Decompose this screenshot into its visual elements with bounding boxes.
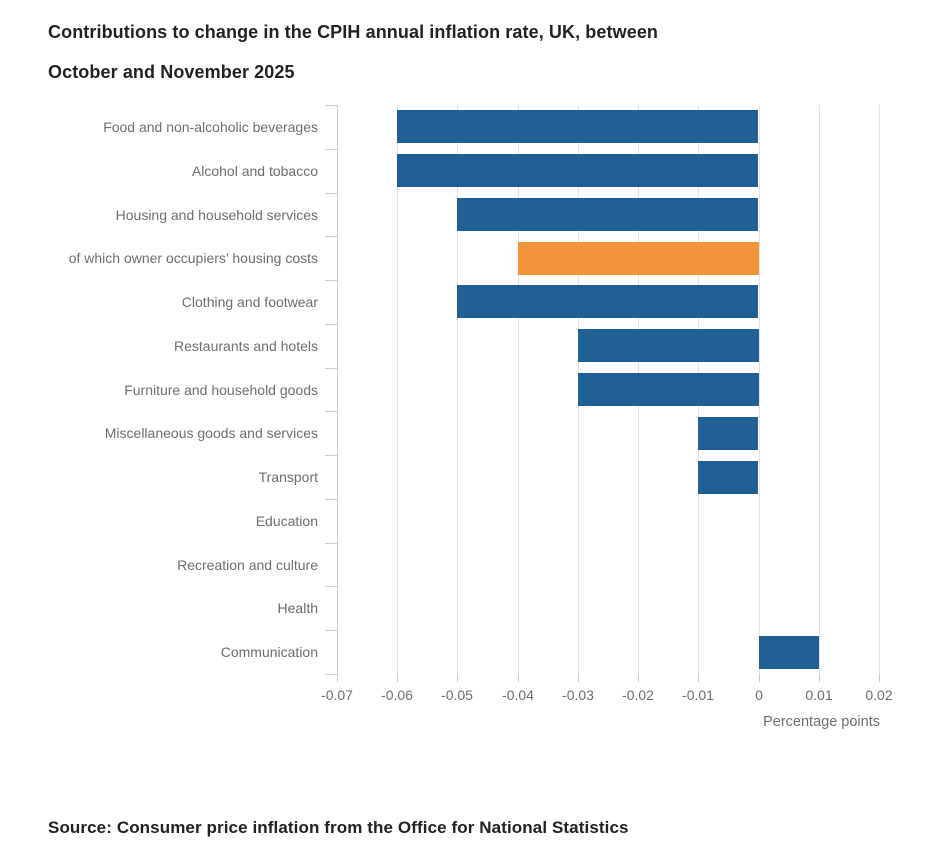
gridline: [397, 105, 398, 674]
x-axis-tick: [698, 674, 699, 682]
x-tick-label: -0.06: [381, 687, 413, 703]
category-label: Communication: [220, 644, 318, 660]
y-axis-tick: [325, 674, 337, 675]
plot-area: [337, 105, 900, 674]
y-axis-tick: [325, 411, 337, 412]
x-axis-label: Percentage points: [763, 714, 880, 730]
y-axis-tick: [325, 193, 337, 194]
x-tick-label: -0.02: [622, 687, 654, 703]
y-axis-tick: [325, 586, 337, 587]
category-label: of which owner occupiers’ housing costs: [68, 250, 318, 266]
y-axis-tick: [325, 543, 337, 544]
category-label: Restaurants and hotels: [174, 338, 318, 354]
y-axis-tick: [325, 236, 337, 237]
x-axis-tick: [759, 674, 760, 682]
category-label: Furniture and household goods: [124, 382, 318, 398]
gridline: [457, 105, 458, 674]
gridline: [879, 105, 880, 674]
x-tick-label: -0.01: [682, 687, 714, 703]
category-label: Transport: [258, 469, 318, 485]
chart-title-line-2: October and November 2025: [48, 62, 295, 82]
category-label: Clothing and footwear: [181, 294, 318, 310]
y-axis-line: [337, 105, 338, 674]
y-axis-tick: [325, 280, 337, 281]
bar: [397, 110, 758, 143]
y-axis-tick: [325, 105, 337, 106]
chart-title: Contributions to change in the CPIH annu…: [48, 12, 828, 92]
bar: [578, 373, 759, 406]
category-label: Recreation and culture: [177, 557, 318, 573]
bar: [698, 417, 758, 450]
gridline: [518, 105, 519, 674]
x-axis-tick: [879, 674, 880, 682]
x-axis-tick: [337, 674, 338, 682]
gridline: [819, 105, 820, 674]
x-tick-label: 0.02: [865, 687, 893, 703]
y-axis-tick: [325, 630, 337, 631]
category-label: Food and non-alcoholic beverages: [103, 119, 318, 135]
bar: [518, 242, 759, 275]
x-axis-tick: [819, 674, 820, 682]
x-axis-tick: [578, 674, 579, 682]
y-axis-tick: [325, 149, 337, 150]
x-tick-label: -0.05: [441, 687, 473, 703]
bar: [578, 329, 759, 362]
x-tick-label: 0: [755, 687, 763, 703]
y-axis-tick: [325, 455, 337, 456]
x-tick-label: -0.04: [502, 687, 534, 703]
x-tick-label: -0.07: [321, 687, 353, 703]
x-tick-label: 0.01: [805, 687, 833, 703]
x-axis-tick: [397, 674, 398, 682]
source-note: Source: Consumer price inflation from th…: [48, 818, 629, 837]
x-axis-tick: [457, 674, 458, 682]
bar: [457, 285, 758, 318]
category-label: Housing and household services: [115, 207, 318, 223]
bar: [397, 154, 758, 187]
category-label: Health: [277, 600, 318, 616]
bar: [698, 461, 758, 494]
y-axis-tick: [325, 324, 337, 325]
x-tick-label: -0.03: [562, 687, 594, 703]
x-axis-tick: [518, 674, 519, 682]
x-axis-tick: [638, 674, 639, 682]
category-label: Education: [255, 513, 318, 529]
gridline: [759, 105, 760, 674]
category-label: Alcohol and tobacco: [191, 163, 318, 179]
bar-chart: Food and non-alcoholic beverages Alcohol …: [68, 105, 900, 730]
bar: [457, 198, 758, 231]
chart-title-line-1: Contributions to change in the CPIH annu…: [48, 22, 659, 42]
bar: [759, 636, 819, 669]
y-axis-tick: [325, 499, 337, 500]
category-label: Miscellaneous goods and services: [104, 425, 318, 441]
y-axis-tick: [325, 368, 337, 369]
